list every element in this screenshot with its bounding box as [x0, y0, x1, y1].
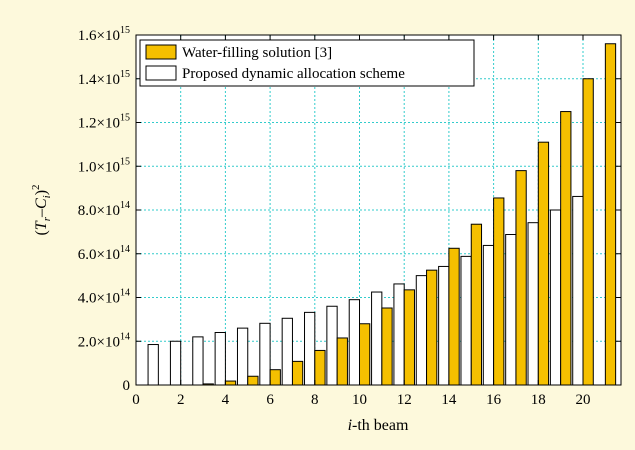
bar-proposed [259, 322, 271, 386]
bar-proposed [505, 234, 517, 386]
x-tick-label: 20 [576, 392, 591, 408]
y-tick-label: 4.0×1014 [78, 288, 130, 307]
y-tick-label: 1.0×1015 [78, 156, 130, 175]
bar-water-filling [381, 307, 393, 386]
bar-proposed [438, 265, 450, 386]
x-tick-label: 6 [266, 392, 274, 408]
bar-proposed [326, 305, 338, 386]
y-axis-title: (Tr–Ci)2 [30, 184, 53, 235]
bar-water-filling [291, 360, 304, 386]
bar-water-filling [426, 269, 438, 386]
bar-water-filling [515, 170, 527, 386]
bar-water-filling [314, 349, 326, 386]
bar-proposed [527, 222, 539, 386]
bar-proposed [482, 244, 495, 386]
bar-proposed [169, 340, 182, 386]
bar-proposed [147, 344, 159, 386]
x-tick-label: 14 [441, 392, 457, 408]
bar-group [147, 43, 617, 386]
bar-water-filling [359, 323, 371, 386]
legend-swatch-water-filling [145, 44, 177, 60]
y-tick-label: 1.4×1015 [78, 69, 130, 88]
bar-water-filling [470, 223, 483, 386]
axis-ticks: 0 2 4 6 8 10 12 14 16 18 20 0 2.0×1014 4.0×1014 6.0×10… [78, 25, 621, 408]
y-tick-label: 8.0×1014 [78, 200, 130, 219]
bar-water-filling [582, 78, 594, 386]
bar-water-filling [269, 369, 281, 386]
bar-water-filling [493, 197, 505, 386]
bar-proposed [572, 195, 584, 386]
bar-proposed [348, 299, 361, 386]
y-tick-label: 2.0×1014 [78, 331, 130, 350]
bar-proposed [281, 317, 293, 386]
bar-water-filling [403, 289, 415, 386]
y-tick-label: 6.0×1014 [78, 244, 130, 263]
x-tick-label: 0 [132, 392, 140, 408]
bar-proposed [304, 311, 316, 386]
x-tick-label: 10 [352, 392, 367, 408]
bar-proposed [460, 255, 472, 386]
bar-proposed [192, 336, 204, 386]
bar-proposed [371, 291, 383, 386]
legend-box [139, 39, 475, 87]
x-tick-label: 18 [531, 392, 546, 408]
bar-water-filling [336, 337, 348, 386]
legend: Water-filling solution [3] Proposed dyna… [139, 39, 475, 87]
bar-proposed [415, 275, 428, 386]
x-tick-label: 16 [486, 392, 502, 408]
y-tick-label: 0 [123, 378, 131, 394]
y-tick-label: 1.6×1015 [78, 25, 130, 44]
legend-label-proposed: Proposed dynamic allocation scheme [182, 66, 405, 82]
x-tick-label: 2 [177, 392, 185, 408]
x-axis-title: i-th beam [348, 417, 409, 434]
legend-swatch-proposed [145, 65, 177, 81]
y-tick-label: 1.2×1015 [78, 113, 130, 132]
legend-label-water-filling: Water-filling solution [3] [182, 45, 332, 61]
x-tick-label: 12 [397, 392, 412, 408]
bar-proposed [549, 209, 562, 386]
x-tick-label: 8 [311, 392, 319, 408]
bar-proposed [393, 283, 405, 386]
bar-proposed [236, 327, 249, 386]
x-tick-label: 4 [222, 392, 230, 408]
bar-water-filling [537, 141, 550, 386]
bar-water-filling [247, 375, 259, 386]
bar-water-filling [604, 43, 617, 386]
bar-water-filling [224, 380, 237, 386]
bar-water-filling [560, 111, 572, 386]
bar-proposed [214, 332, 226, 386]
bar-water-filling [448, 247, 460, 386]
